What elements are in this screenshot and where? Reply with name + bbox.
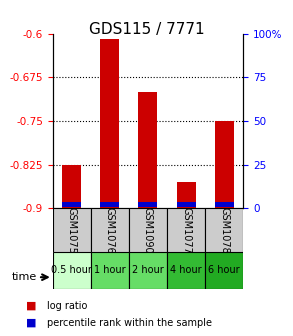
FancyBboxPatch shape <box>53 208 91 252</box>
Bar <box>215 121 234 208</box>
FancyBboxPatch shape <box>167 208 205 252</box>
FancyBboxPatch shape <box>205 252 243 289</box>
Bar <box>100 202 120 207</box>
FancyBboxPatch shape <box>129 252 167 289</box>
Text: 2 hour: 2 hour <box>132 265 164 276</box>
Text: 1 hour: 1 hour <box>94 265 126 276</box>
FancyBboxPatch shape <box>53 252 91 289</box>
Bar <box>215 202 234 207</box>
Bar <box>177 202 196 207</box>
Text: 6 hour: 6 hour <box>208 265 240 276</box>
FancyBboxPatch shape <box>91 208 129 252</box>
Text: 0.5 hour: 0.5 hour <box>51 265 92 276</box>
Text: GSM1077: GSM1077 <box>181 207 191 254</box>
Bar <box>100 39 120 208</box>
Text: ■: ■ <box>26 301 37 311</box>
Text: percentile rank within the sample: percentile rank within the sample <box>47 318 212 328</box>
Text: GDS115 / 7771: GDS115 / 7771 <box>89 22 204 37</box>
Bar <box>62 202 81 207</box>
FancyBboxPatch shape <box>91 252 129 289</box>
Bar <box>177 182 196 208</box>
Text: time: time <box>12 272 37 282</box>
Text: GSM1090: GSM1090 <box>143 207 153 253</box>
Text: log ratio: log ratio <box>47 301 87 311</box>
FancyBboxPatch shape <box>205 208 243 252</box>
Text: GSM1075: GSM1075 <box>67 207 77 254</box>
Bar <box>62 165 81 208</box>
FancyBboxPatch shape <box>129 208 167 252</box>
Text: 4 hour: 4 hour <box>170 265 202 276</box>
Text: GSM1078: GSM1078 <box>219 207 229 254</box>
Bar <box>138 92 158 208</box>
FancyBboxPatch shape <box>167 252 205 289</box>
Bar <box>138 202 158 207</box>
Text: GSM1076: GSM1076 <box>105 207 115 254</box>
Text: ■: ■ <box>26 318 37 328</box>
